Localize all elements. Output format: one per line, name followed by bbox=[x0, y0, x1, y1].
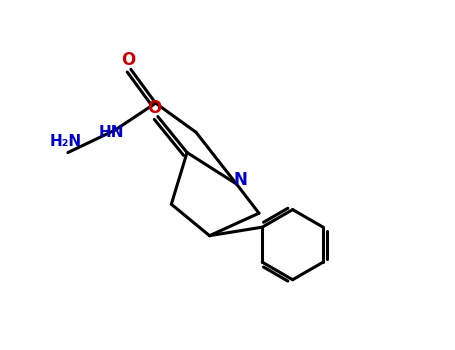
Text: H₂N: H₂N bbox=[50, 134, 82, 149]
Text: HN: HN bbox=[99, 125, 124, 140]
Text: O: O bbox=[121, 51, 136, 69]
Text: N: N bbox=[233, 172, 247, 189]
Text: O: O bbox=[147, 99, 162, 117]
